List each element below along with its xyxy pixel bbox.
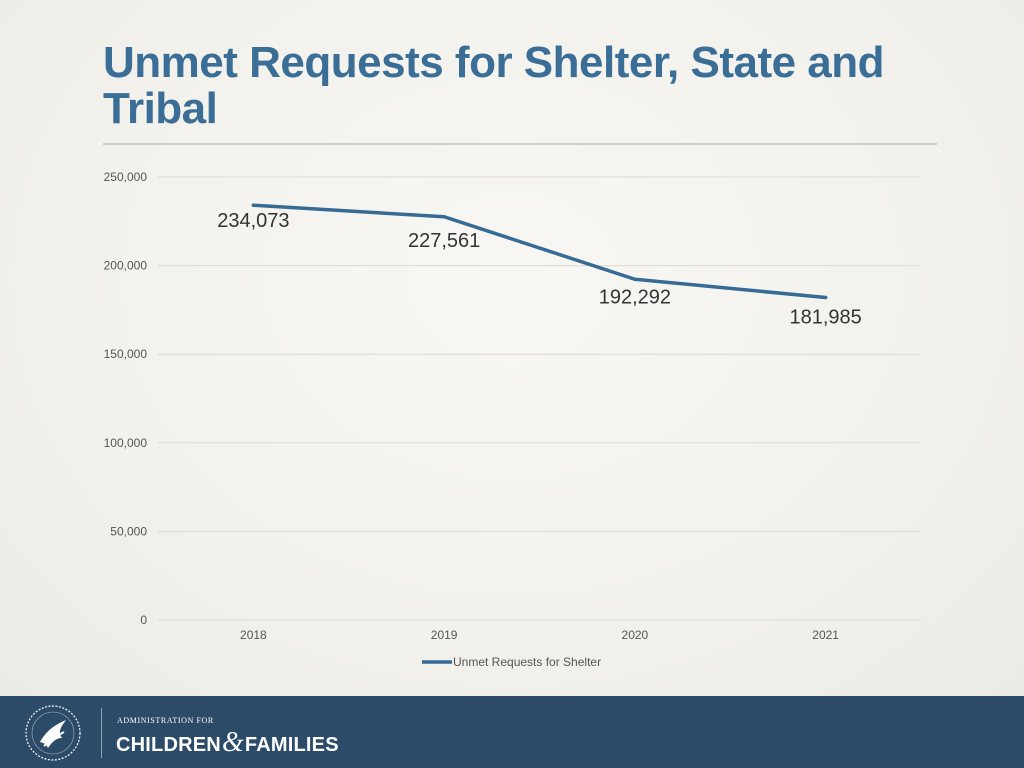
- data-point: [633, 277, 637, 281]
- y-tick-label: 250,000: [104, 170, 148, 184]
- line-chart: 0 50,000 100,000 150,000 200,000 250,000 2018 2…: [104, 170, 921, 669]
- agency-name-families: FAMILIES: [244, 734, 339, 756]
- data-label: 234,073: [217, 210, 289, 232]
- slide-title: Unmet Requests for Shelter, State and Tr…: [103, 38, 885, 133]
- x-tick-label: 2020: [622, 628, 649, 642]
- hhs-seal-logo: [25, 705, 81, 761]
- series-line: [251, 203, 828, 300]
- x-tick-label: 2018: [240, 628, 267, 642]
- data-point: [251, 203, 255, 207]
- data-label: 227,561: [408, 230, 480, 252]
- agency-tagline: ADMINISTRATION FOR: [117, 716, 214, 725]
- legend-label: Unmet Requests for Shelter: [453, 655, 601, 669]
- agency-ampersand: &: [221, 727, 244, 758]
- y-tick-label: 100,000: [104, 436, 148, 450]
- y-tick-label: 150,000: [104, 347, 148, 361]
- footer-divider: [101, 708, 102, 758]
- x-tick-label: 2019: [431, 628, 458, 642]
- data-label: 181,985: [789, 307, 861, 329]
- data-label: 192,292: [599, 286, 671, 308]
- data-point: [824, 296, 828, 300]
- title-divider: [103, 143, 937, 145]
- x-tick-label: 2021: [812, 628, 839, 642]
- agency-name-children: CHILDREN: [116, 734, 221, 756]
- agency-name: CHILDREN&FAMILIES: [116, 727, 339, 759]
- y-tick-label: 0: [140, 613, 147, 627]
- data-point: [442, 215, 446, 219]
- footer-bar: [0, 696, 1024, 768]
- y-tick-label: 50,000: [110, 524, 147, 538]
- slide-background: [0, 0, 1024, 696]
- y-tick-label: 200,000: [104, 259, 148, 273]
